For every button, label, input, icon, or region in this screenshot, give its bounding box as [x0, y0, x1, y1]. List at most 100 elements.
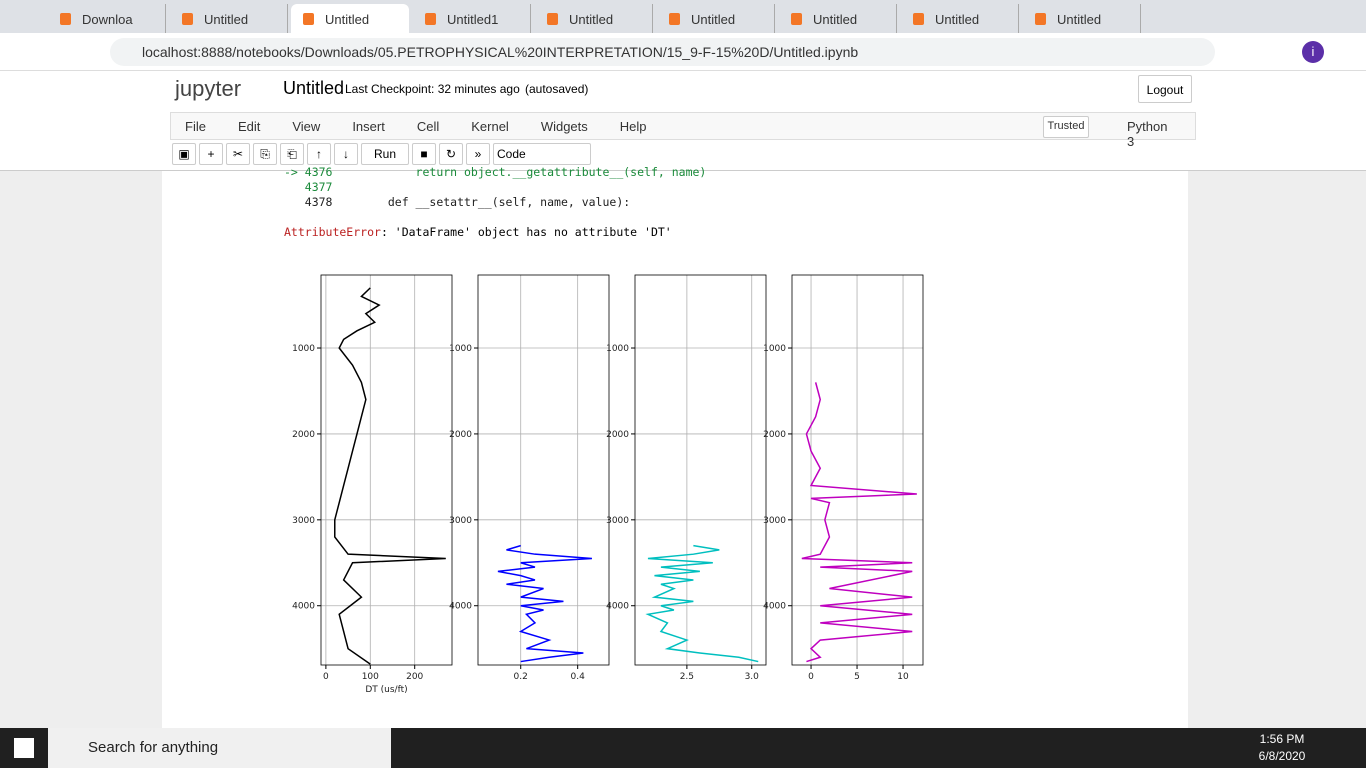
tab-title: Untitled [569, 12, 614, 27]
y-tick-label: 3000 [606, 516, 629, 526]
restart-button[interactable]: ↻ [439, 143, 463, 165]
tab-title: Untitled [1057, 12, 1102, 27]
paste-button[interactable]: ⎗ [280, 143, 304, 165]
tab-title: Untitled1 [447, 12, 499, 27]
plot-frame [791, 274, 924, 666]
tab[interactable]: Untitled [901, 4, 1019, 33]
add-button[interactable]: + [199, 143, 223, 165]
x-tick-label: 100 [362, 672, 379, 682]
jupyter-header: jupyter Untitled Last Checkpoint: 32 min… [0, 71, 1366, 171]
cell-type-select[interactable]: Code [493, 143, 591, 165]
y-tick-label: 2000 [449, 430, 472, 440]
start-button[interactable] [14, 738, 34, 758]
x-tick-label: 0.2 [514, 672, 528, 682]
log-curve [497, 544, 592, 663]
toolbar: ▣ + ✂ ⎘ ⎗ ↑ ↓ Run ■ ↻» Code [172, 143, 594, 165]
menu-item[interactable]: Kernel [471, 119, 509, 134]
log-curve [334, 287, 446, 665]
clock-time: 1:56 PM [1259, 732, 1305, 746]
traceback-line: 4378 def __setattr__(self, name, value): [284, 195, 631, 209]
tab[interactable]: Downloa [48, 4, 166, 33]
fast-forward-button[interactable]: » [466, 143, 490, 165]
menu-item[interactable]: Help [619, 119, 647, 134]
tab[interactable]: Untitled [170, 4, 288, 33]
x-axis-label: DT (us/ft) [365, 685, 407, 695]
menu-item[interactable]: Insert [352, 119, 385, 134]
tab[interactable]: Untitled1 [413, 4, 531, 33]
x-tick-label: 3.0 [745, 672, 760, 682]
kernel: Python 3 [1127, 119, 1168, 149]
plot-frame [477, 274, 610, 666]
copy-button[interactable]: ⎘ [253, 143, 277, 165]
clock-date: 6/8/2020 [1258, 749, 1306, 763]
tab[interactable]: Untitled [779, 4, 897, 33]
x-tick-label: 0 [808, 672, 814, 682]
tab-title: Downloa [82, 12, 133, 27]
tab[interactable]: Untitled [535, 4, 653, 33]
down-button[interactable]: ↓ [334, 143, 358, 165]
x-tick-label: 5 [854, 672, 860, 682]
url[interactable]: localhost:8888/notebooks/Downloads/05.PE… [110, 38, 1215, 66]
y-tick-label: 4000 [763, 602, 786, 612]
logout[interactable]: Logout [1138, 75, 1192, 103]
tab[interactable]: Untitled [291, 4, 409, 33]
taskbar: Search for anything 1:56 PM 6/8/2020 [0, 728, 1366, 768]
y-tick-label: 4000 [606, 602, 629, 612]
y-tick-label: 3000 [292, 516, 315, 526]
save-button[interactable]: ▣ [172, 143, 196, 165]
y-tick-label: 3000 [763, 516, 786, 526]
y-tick-label: 2000 [292, 430, 315, 440]
menu-item[interactable]: Cell [416, 119, 440, 134]
autosave: (autosaved) [525, 82, 589, 96]
log-curve [801, 382, 917, 663]
tab-title: Untitled [325, 12, 370, 27]
checkpoint: Last Checkpoint: 32 minutes ago [345, 82, 520, 96]
y-tick-label: 1000 [763, 344, 786, 354]
error-message: : 'DataFrame' object has no attribute 'D… [380, 225, 672, 239]
cut-button[interactable]: ✂ [226, 143, 250, 165]
search-box[interactable]: Search for anything [48, 728, 391, 768]
y-tick-label: 2000 [606, 430, 629, 440]
tab-title: Untitled [204, 12, 249, 27]
traceback-line: 4377 [284, 180, 333, 194]
y-tick-label: 4000 [292, 602, 315, 612]
address-bar: localhost:8888/notebooks/Downloads/05.PE… [0, 33, 1366, 71]
error-name: AttributeError [284, 225, 381, 239]
x-tick-label: 200 [406, 672, 423, 682]
y-tick-label: 1000 [292, 344, 315, 354]
trusted[interactable]: Trusted [1043, 116, 1089, 138]
menu-bar: File Edit View Insert Cell Kernel Widgets Help … [170, 112, 1196, 149]
plot-frame [634, 274, 767, 666]
x-tick-label: 0 [323, 672, 329, 682]
tab[interactable]: Untitled [1023, 4, 1141, 33]
plot-frame [320, 274, 453, 666]
y-tick-label: 1000 [449, 344, 472, 354]
x-tick-label: 0.4 [571, 672, 586, 682]
error: AttributeError: 'DataFrame' object has n… [284, 225, 672, 240]
log-curve [645, 544, 759, 663]
menu-item[interactable]: File [185, 119, 206, 134]
tab-title: Untitled [691, 12, 736, 27]
y-tick-label: 1000 [606, 344, 629, 354]
tab[interactable]: Untitled [657, 4, 775, 33]
tab-title: Untitled [935, 12, 980, 27]
menu-item[interactable]: View [292, 119, 321, 134]
notebook-area: -> 4376 return object.__getattribute__(s… [162, 165, 1188, 728]
stop-button[interactable]: ■ [412, 143, 436, 165]
x-tick-label: 10 [897, 672, 909, 682]
menu-item[interactable]: Edit [237, 119, 261, 134]
y-tick-label: 3000 [449, 516, 472, 526]
tab-bar: Downloa Untitled Untitled Untitled1 Unti… [0, 0, 1366, 33]
traceback-line: -> 4376 return object.__getattribute__(s… [284, 165, 707, 179]
y-tick-label: 2000 [763, 430, 786, 440]
run-button[interactable]: Run [361, 143, 409, 165]
up-button[interactable]: ↑ [307, 143, 331, 165]
tab-title: Untitled [813, 12, 858, 27]
logo[interactable]: jupyter [175, 76, 242, 101]
notebook-name[interactable]: Untitled [283, 78, 345, 98]
menu-item[interactable]: Widgets [540, 119, 588, 134]
profile[interactable]: i [1302, 41, 1324, 63]
traceback: -> 4376 return object.__getattribute__(s… [284, 165, 706, 210]
